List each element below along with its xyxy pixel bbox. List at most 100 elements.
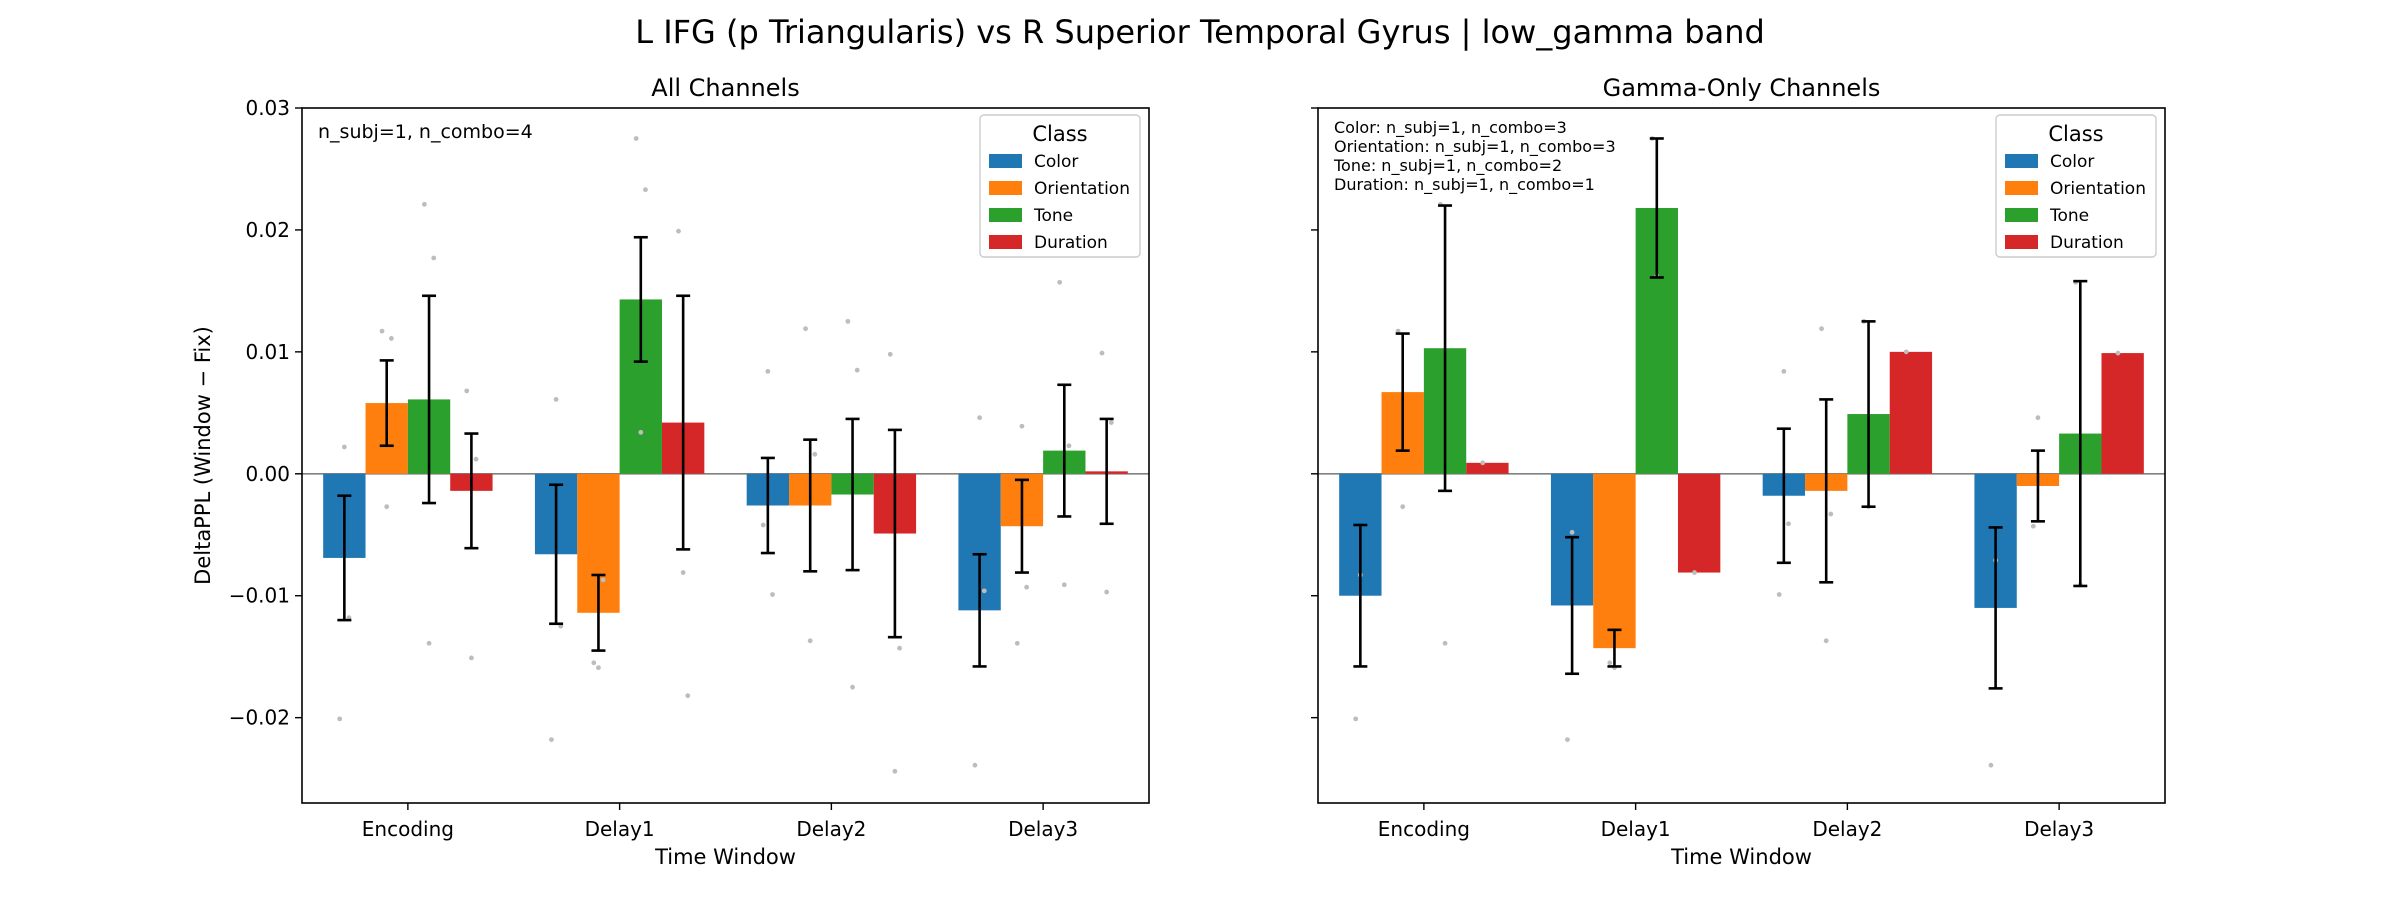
- legend-label: Orientation: [2050, 179, 2146, 199]
- legend-title: Class: [2048, 122, 2103, 146]
- data-point: [981, 588, 987, 594]
- error-bar: [337, 494, 352, 622]
- y-tick-label: 0.02: [245, 218, 290, 242]
- error-bar: [422, 294, 437, 505]
- legend-swatch-tone: [2005, 208, 2038, 222]
- data-point: [388, 336, 394, 341]
- data-point: [1442, 640, 1448, 646]
- legend-swatch-tone: [989, 208, 1022, 222]
- error-bar: [845, 417, 860, 572]
- data-point: [426, 640, 432, 646]
- legend-label: Color: [1034, 152, 1078, 172]
- annotation: Duration: n_subj=1, n_combo=1: [1334, 175, 1595, 195]
- legend: Class Color Orientation Tone Duration: [1995, 114, 2157, 258]
- x-tick-label: Delay1: [1601, 817, 1671, 841]
- error-bar: [549, 483, 564, 626]
- error-bar: [760, 456, 775, 555]
- x-tick-label: Delay3: [1008, 817, 1078, 841]
- data-point: [854, 367, 860, 373]
- y-tick-label: 0.03: [245, 96, 290, 120]
- data-point: [1480, 460, 1486, 466]
- x-axis-label: Time Window: [1670, 845, 1812, 869]
- data-point: [676, 228, 681, 234]
- data-point: [812, 451, 818, 457]
- bar-duration-delay2: [1889, 351, 1933, 474]
- x-tick-label: Encoding: [362, 817, 454, 841]
- data-point: [421, 201, 427, 207]
- x-tick-label: Delay2: [796, 817, 866, 841]
- data-point: [341, 444, 347, 450]
- x-tick-label: Encoding: [1378, 817, 1470, 841]
- data-point: [638, 429, 644, 435]
- data-point: [337, 716, 343, 722]
- annotation: Orientation: n_subj=1, n_combo=3: [1334, 137, 1616, 157]
- error-bar: [887, 428, 902, 639]
- legend-title: Class: [1032, 122, 1087, 146]
- data-point: [1786, 521, 1791, 527]
- error-bar: [1988, 526, 2003, 690]
- data-point: [892, 768, 898, 774]
- legend-swatch-duration: [2005, 235, 2038, 249]
- y-tick-label: −0.02: [229, 706, 290, 730]
- data-point: [379, 328, 385, 334]
- data-point: [1024, 584, 1030, 590]
- legend-label: Tone: [2049, 206, 2089, 226]
- error-bar: [803, 438, 818, 573]
- legend-swatch-color: [2005, 154, 2038, 168]
- legend-label: Tone: [1033, 206, 1073, 226]
- data-point: [643, 187, 648, 193]
- data-point: [897, 645, 902, 651]
- error-bar: [1649, 137, 1664, 279]
- data-point: [972, 762, 978, 768]
- bar-duration-encoding: [1466, 462, 1509, 474]
- annotation: Tone: n_subj=1, n_combo=2: [1333, 156, 1562, 176]
- error-bar: [676, 294, 691, 551]
- data-point: [1692, 570, 1697, 575]
- data-point: [633, 136, 639, 141]
- data-point: [384, 504, 390, 510]
- error-bar: [464, 432, 479, 550]
- data-point: [807, 638, 813, 644]
- data-point: [600, 577, 606, 583]
- data-point: [1781, 368, 1787, 374]
- data-point: [1014, 640, 1020, 646]
- data-point: [1061, 582, 1067, 588]
- error-bar: [633, 235, 648, 363]
- bar-duration-delay3: [2101, 353, 2144, 474]
- data-point: [760, 522, 766, 528]
- data-point: [1828, 511, 1834, 517]
- y-tick-label: −0.01: [229, 584, 290, 608]
- error-bar: [2073, 279, 2088, 588]
- error-bar: [1565, 535, 1580, 676]
- data-point: [469, 655, 474, 661]
- data-point: [1104, 589, 1110, 595]
- legend-swatch-orientation: [989, 181, 1022, 195]
- error-bar: [972, 552, 987, 668]
- data-point: [553, 397, 559, 402]
- data-point: [464, 388, 470, 394]
- data-point: [680, 570, 686, 575]
- data-point: [1400, 504, 1406, 510]
- data-point: [431, 255, 437, 261]
- error-bar: [1014, 478, 1029, 574]
- data-point: [549, 737, 554, 742]
- data-point: [1066, 443, 1072, 449]
- panel-2: Gamma-Only Channels Encoding Delay1 Delay2 D…: [1311, 74, 2166, 869]
- data-point: [887, 351, 893, 357]
- error-bar: [1819, 398, 1834, 584]
- data-point: [685, 693, 691, 699]
- panel-1: All Channels −0.02 −0.01 0.00 0.01 0.02 0.03 En…: [191, 74, 1150, 869]
- legend-swatch-duration: [989, 235, 1022, 249]
- plot-area: [1318, 136, 2165, 768]
- error-bar: [1057, 383, 1072, 518]
- x-tick-label: Delay1: [585, 817, 655, 841]
- error-bar: [1861, 320, 1876, 509]
- error-bar: [1607, 628, 1622, 668]
- bar-orientation-delay1: [1593, 473, 1636, 649]
- data-point: [1565, 737, 1570, 742]
- x-tick-label: Delay2: [1812, 817, 1882, 841]
- data-point: [1903, 349, 1909, 355]
- plot-area: [302, 136, 1149, 774]
- data-point: [1569, 529, 1575, 535]
